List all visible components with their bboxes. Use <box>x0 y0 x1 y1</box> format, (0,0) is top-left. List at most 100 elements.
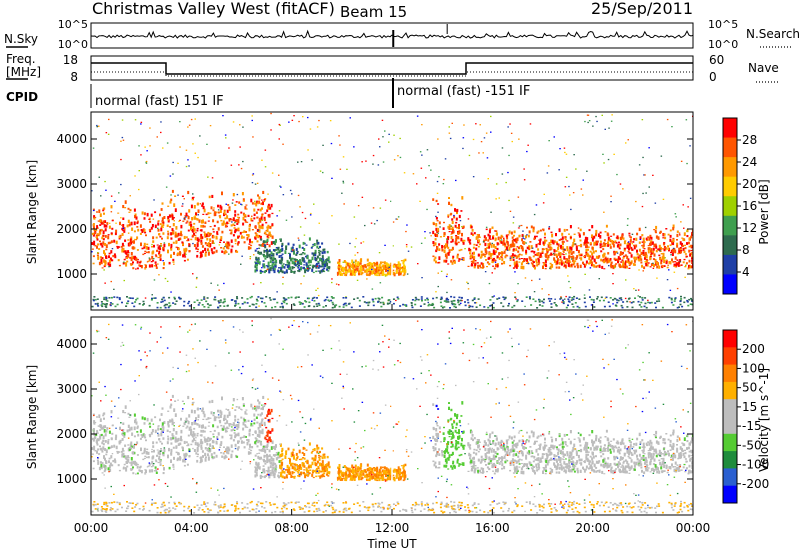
velocity-cell <box>258 427 260 430</box>
velocity-cell <box>208 426 210 427</box>
power-cell <box>111 205 113 208</box>
power-noise <box>394 159 396 160</box>
power-ground-cell <box>591 299 593 301</box>
power-cell <box>214 213 216 217</box>
power-cell <box>469 252 471 254</box>
power-cell <box>576 248 578 251</box>
power-noise <box>218 209 220 210</box>
power-noise <box>487 157 489 158</box>
power-cell <box>568 234 570 235</box>
power-cell <box>282 265 284 268</box>
power-cell <box>172 190 174 193</box>
power-noise <box>610 201 612 202</box>
power-ground-cell <box>164 300 166 302</box>
power-noise <box>225 134 227 135</box>
velocity-cell <box>152 445 154 448</box>
power-noise <box>511 133 513 134</box>
power-cell <box>270 258 272 260</box>
power-ground-cell <box>542 305 544 307</box>
power-ground-cell <box>399 305 401 307</box>
power-noise <box>111 211 113 212</box>
power-ground-cell <box>393 303 395 305</box>
power-cell <box>521 262 523 265</box>
velocity-cell <box>281 453 283 457</box>
power-cell <box>545 268 547 269</box>
power-cell <box>452 256 454 259</box>
power-noise <box>233 121 235 122</box>
power-cell <box>255 262 257 264</box>
power-ground-cell <box>223 305 225 307</box>
power-noise <box>272 172 274 173</box>
power-noise <box>357 280 359 281</box>
velocity-cell <box>230 455 232 457</box>
velocity-cell <box>128 417 130 418</box>
power-cell <box>551 234 553 238</box>
velocity-cell <box>233 398 235 401</box>
power-cell <box>474 263 476 266</box>
power-cell <box>230 233 232 234</box>
power-ground-cell <box>327 299 329 301</box>
power-ground-cell <box>345 305 347 307</box>
power-noise <box>549 226 551 227</box>
power-noise <box>135 119 137 120</box>
velocity-cell <box>194 421 196 425</box>
power-noise <box>108 266 110 267</box>
power-cell <box>181 241 183 243</box>
power-ground-cell <box>193 307 195 309</box>
power-noise <box>311 159 313 160</box>
power-noise <box>217 285 219 286</box>
power-cell <box>238 201 240 203</box>
power-cell <box>438 248 440 251</box>
power-noise <box>548 294 550 295</box>
velocity-cell <box>157 426 159 427</box>
power-noise <box>251 115 253 116</box>
power-cell <box>668 261 670 264</box>
power-cell <box>112 255 114 257</box>
power-noise <box>397 155 399 156</box>
power-ground-cell <box>563 301 565 303</box>
velocity-cell <box>245 410 247 411</box>
power-ground-cell <box>283 302 285 304</box>
power-ground-cell <box>671 302 673 304</box>
power-cell <box>563 262 565 265</box>
power-noise <box>341 193 343 194</box>
power-noise <box>509 123 511 124</box>
power-cell <box>602 254 604 258</box>
velocity-cell <box>385 474 387 477</box>
velocity-cell <box>240 417 242 419</box>
power-noise <box>475 123 477 124</box>
velocity-cell <box>257 466 259 468</box>
power-noise <box>208 251 210 252</box>
power-noise <box>318 120 320 121</box>
velocity-cell <box>214 418 216 422</box>
power-cell <box>514 231 516 234</box>
power-cell <box>535 259 537 262</box>
power-noise <box>485 271 487 272</box>
power-ground-cell <box>655 307 657 309</box>
power-cell <box>643 250 645 252</box>
power-cell <box>134 230 136 232</box>
power-cell <box>98 248 100 250</box>
power-cell <box>216 250 218 253</box>
velocity-cell <box>265 455 267 457</box>
power-cell <box>99 231 101 234</box>
velocity-cell <box>169 467 171 470</box>
velocity-cell <box>226 427 228 430</box>
velocity-cell <box>284 476 286 478</box>
power-cell <box>674 261 676 262</box>
power-cell <box>184 256 186 257</box>
power-noise <box>583 180 585 181</box>
power-cell <box>544 237 546 239</box>
power-cell <box>357 261 359 263</box>
nsky-tick-bottom: 10^0 <box>58 38 88 51</box>
power-noise <box>565 296 567 297</box>
power-noise <box>153 258 155 259</box>
power-ground-cell <box>555 304 557 306</box>
power-noise <box>543 202 545 203</box>
power-cell <box>146 244 148 246</box>
power-cell <box>104 224 106 228</box>
power-cell <box>433 223 435 225</box>
power-noise <box>514 271 516 272</box>
power-cell <box>617 245 619 248</box>
power-cell <box>630 239 632 243</box>
